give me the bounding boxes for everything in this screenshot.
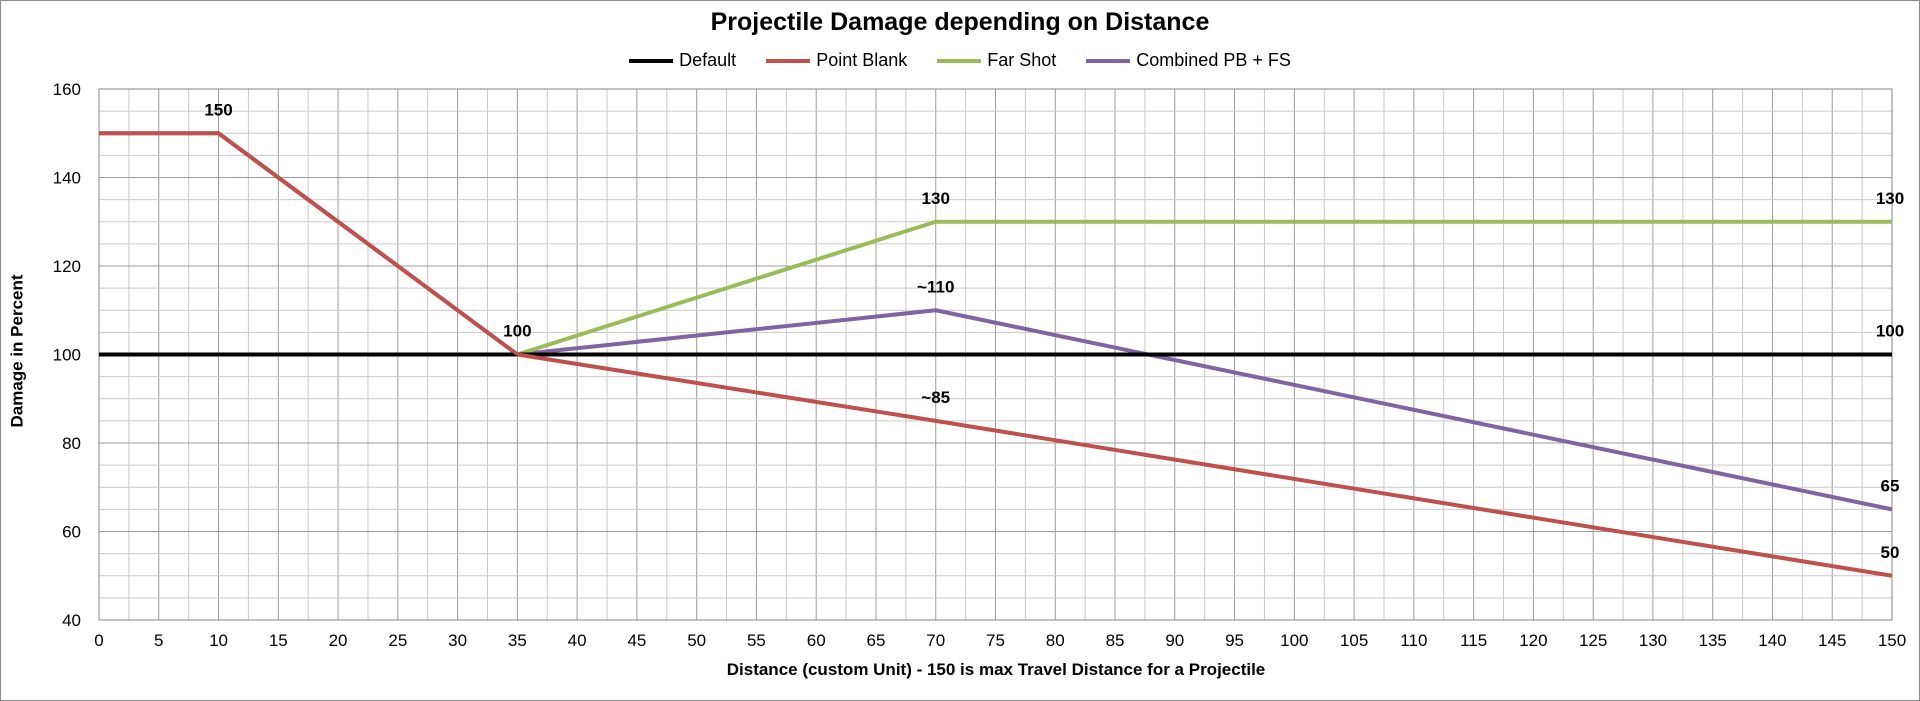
x-tick-label: 140 — [1758, 631, 1786, 650]
data-label: ~85 — [921, 388, 950, 407]
legend-swatch-default — [629, 58, 674, 63]
y-tick-label: 80 — [62, 434, 81, 453]
x-tick-label: 25 — [388, 631, 407, 650]
legend-swatch-far-shot — [937, 58, 982, 63]
data-label: 100 — [1876, 322, 1904, 341]
y-tick-label: 40 — [62, 611, 81, 630]
x-tick-label: 115 — [1460, 631, 1487, 650]
legend-swatch-combined — [1086, 58, 1131, 63]
x-tick-label: 90 — [1165, 631, 1184, 650]
legend-item-far-shot: Far Shot — [937, 50, 1056, 71]
y-tick-label: 100 — [53, 346, 81, 365]
x-tick-label: 40 — [568, 631, 587, 650]
x-tick-label: 130 — [1639, 631, 1667, 650]
data-label: 150 — [204, 100, 232, 119]
data-label: 130 — [1876, 189, 1904, 208]
x-tick-label: 0 — [94, 631, 103, 650]
x-tick-label: 70 — [926, 631, 945, 650]
y-tick-label: 160 — [53, 80, 81, 99]
x-tick-label: 15 — [269, 631, 288, 650]
x-tick-label: 150 — [1878, 631, 1906, 650]
y-tick-label: 140 — [53, 169, 81, 188]
x-tick-label: 110 — [1400, 631, 1427, 650]
x-tick-label: 120 — [1519, 631, 1547, 650]
x-tick-label: 10 — [209, 631, 228, 650]
legend-item-combined: Combined PB + FS — [1086, 50, 1291, 71]
x-tick-label: 85 — [1106, 631, 1125, 650]
x-tick-label: 80 — [1046, 631, 1065, 650]
x-tick-label: 75 — [986, 631, 1005, 650]
legend-item-point-blank: Point Blank — [766, 50, 907, 71]
legend-label-far-shot: Far Shot — [987, 50, 1057, 70]
x-tick-label: 125 — [1579, 631, 1607, 650]
x-tick-label: 55 — [747, 631, 766, 650]
x-tick-label: 20 — [329, 631, 348, 650]
x-tick-label: 50 — [687, 631, 706, 650]
legend-label-point-blank: Point Blank — [816, 50, 908, 70]
data-label: 100 — [503, 322, 531, 341]
x-tick-label: 5 — [154, 631, 163, 650]
x-tick-label: 60 — [807, 631, 826, 650]
x-tick-label: 35 — [508, 631, 527, 650]
x-tick-label: 95 — [1225, 631, 1244, 650]
y-tick-label: 120 — [53, 257, 81, 276]
x-tick-label: 45 — [627, 631, 646, 650]
x-tick-label: 105 — [1340, 631, 1368, 650]
x-tick-label: 100 — [1280, 631, 1308, 650]
legend-label-default: Default — [679, 50, 737, 70]
x-tick-label: 30 — [448, 631, 467, 650]
data-label: ~110 — [917, 277, 954, 296]
x-tick-label: 135 — [1699, 631, 1727, 650]
x-tick-label: 145 — [1818, 631, 1846, 650]
legend-label-combined: Combined PB + FS — [1136, 50, 1291, 70]
data-label: 50 — [1881, 543, 1900, 562]
x-tick-label: 65 — [867, 631, 886, 650]
data-label: 65 — [1881, 476, 1900, 495]
chart-title: Projectile Damage depending on Distance — [710, 8, 1210, 36]
series-dash-point-blank — [99, 131, 519, 356]
x-axis-label: Distance (custom Unit) - 150 is max Trav… — [726, 660, 1266, 679]
y-tick-label: 60 — [62, 523, 81, 542]
chart-legend: Default Point Blank Far Shot Combined PB… — [0, 50, 1920, 71]
legend-item-default: Default — [629, 50, 736, 71]
legend-swatch-point-blank — [766, 58, 811, 63]
data-label: 130 — [922, 189, 950, 208]
